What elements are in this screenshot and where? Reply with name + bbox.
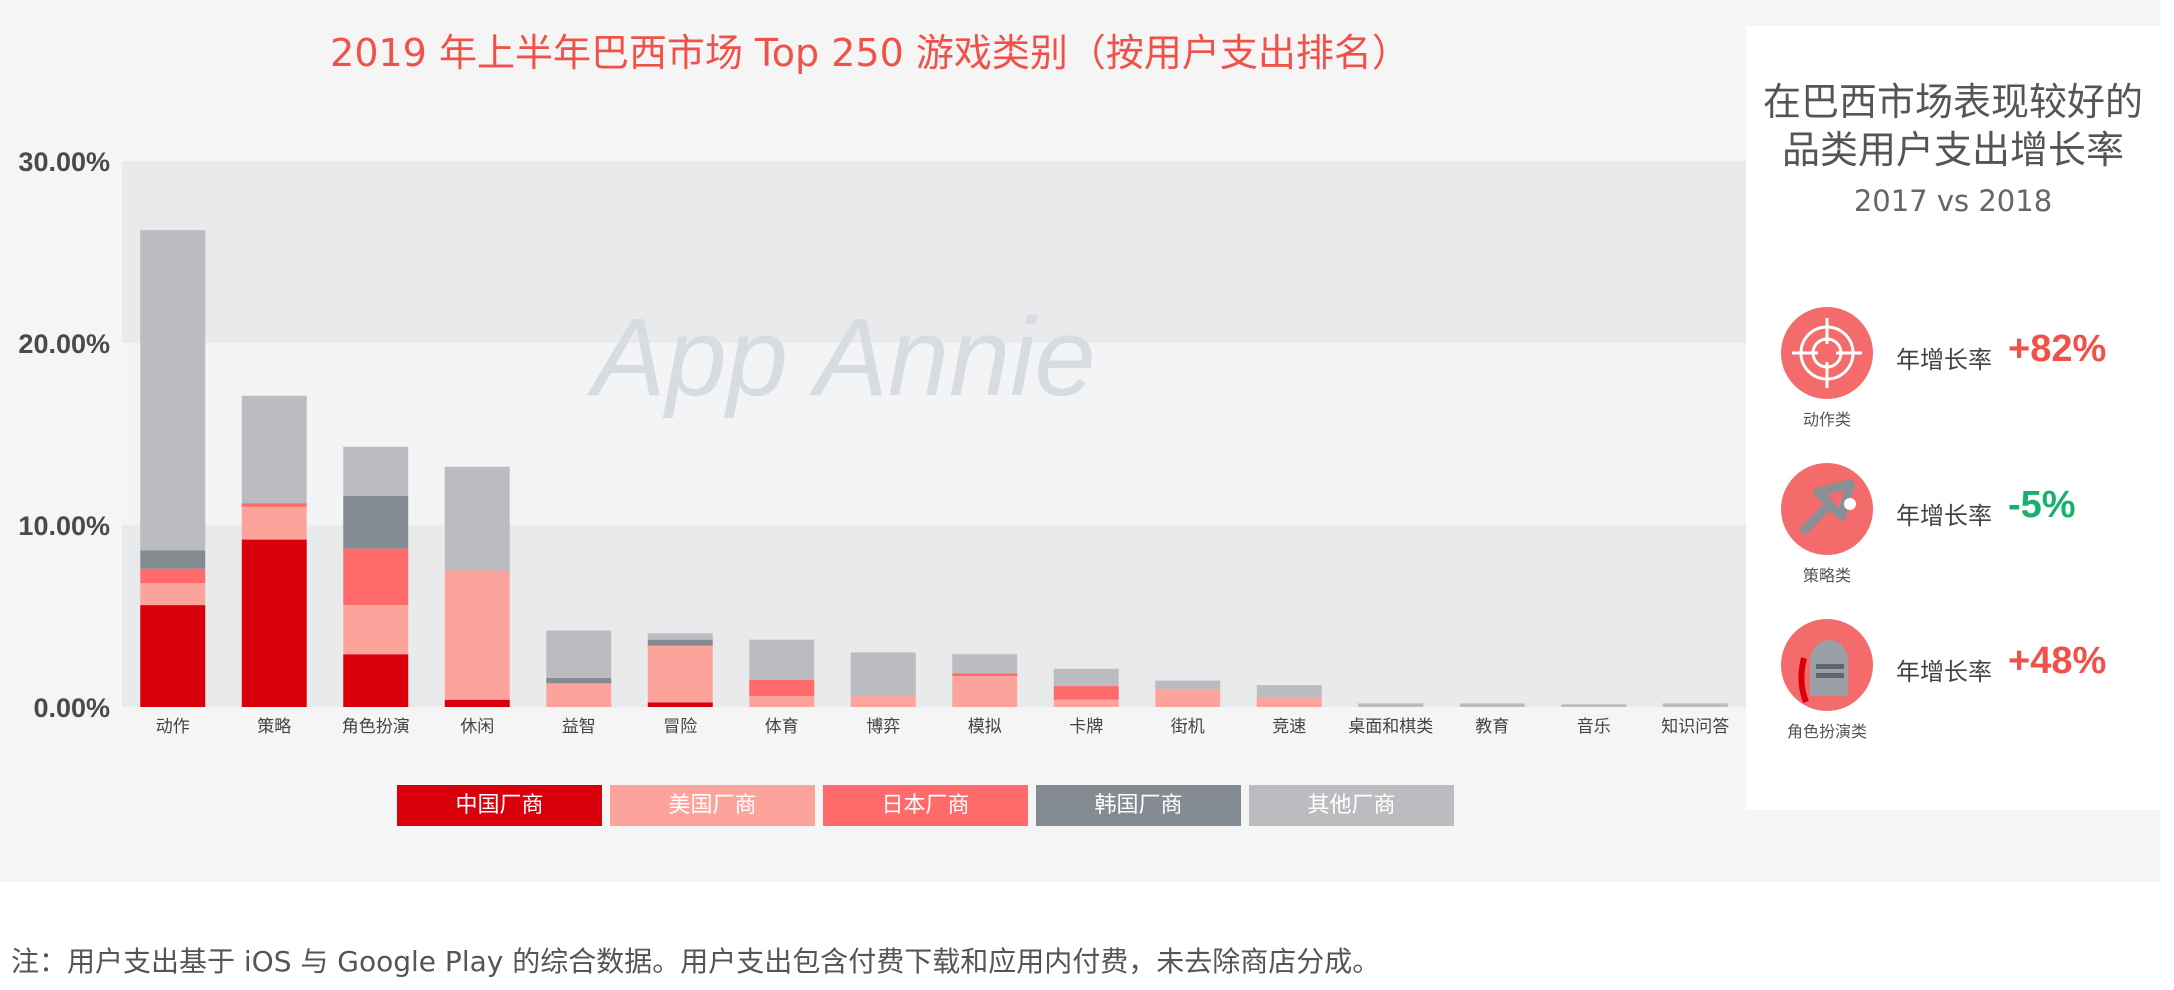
growth-stat-rpg: 角色扮演类 年增长率 +48%	[1746, 618, 2160, 748]
y-tick-label: 10.00%	[18, 511, 110, 541]
y-tick-label: 0.00%	[33, 693, 110, 723]
bar-segment	[241, 503, 307, 507]
bar-segment	[1358, 703, 1424, 707]
x-tick-label: 休闲	[460, 717, 494, 737]
bar-segment	[1662, 703, 1728, 707]
x-tick-label: 知识问答	[1661, 717, 1729, 737]
bar-segment	[850, 696, 916, 707]
growth-stat-value: +82%	[2008, 328, 2107, 370]
bar-segment	[241, 539, 307, 707]
knight-helmet-icon	[1781, 619, 1873, 711]
bar-segment	[140, 230, 206, 551]
growth-stat-value: +48%	[2008, 640, 2107, 682]
bar-segment	[343, 548, 409, 606]
bar-segment	[1155, 680, 1221, 689]
bar-segment	[546, 677, 612, 684]
x-tick-label: 竞速	[1272, 717, 1306, 737]
legend-item: 美国厂商	[610, 785, 815, 826]
legend-item: 日本厂商	[823, 785, 1028, 826]
crosshair-icon	[1781, 307, 1873, 399]
bar-segment	[1459, 703, 1525, 707]
footnote: 注：用户支出基于 iOS 与 Google Play 的综合数据。用户支出包含付…	[11, 945, 1381, 978]
x-tick-label: 桌面和棋类	[1348, 717, 1433, 737]
y-tick-label: 20.00%	[18, 329, 110, 359]
growth-stat-label: 年增长率	[1896, 658, 1992, 686]
bar-segment	[1256, 685, 1322, 698]
bar-segment	[749, 679, 815, 697]
bar-segment	[241, 395, 307, 504]
growth-card-subtitle: 2017 vs 2018	[1853, 184, 2053, 218]
bar-segment	[343, 446, 409, 496]
growth-stat-action: 动作类 年增长率 +82%	[1746, 306, 2160, 436]
x-tick-label: 卡牌	[1069, 717, 1103, 737]
grid-band	[122, 161, 1746, 343]
x-tick-label: 博弈	[866, 717, 900, 737]
bar-segment	[140, 568, 206, 584]
x-tick-label: 冒险	[663, 717, 697, 737]
bar-segment	[647, 633, 713, 640]
bar-segment	[546, 630, 612, 678]
legend-item: 其他厂商	[1249, 785, 1454, 826]
bar-segment	[444, 699, 510, 707]
legend-item: 韩国厂商	[1036, 785, 1241, 826]
bar-segment	[1053, 686, 1119, 700]
bar-segment	[952, 673, 1018, 677]
x-tick-label: 体育	[765, 717, 799, 737]
x-tick-label: 教育	[1475, 717, 1509, 737]
growth-card: 在巴西市场表现较好的 品类用户支出增长率 2017 vs 2018 动作类 年增…	[1746, 26, 2160, 810]
bar-segment	[1155, 688, 1221, 707]
bar-segment	[952, 654, 1018, 674]
bar-segment	[1053, 699, 1119, 707]
x-tick-label: 角色扮演	[342, 717, 410, 737]
y-tick-label: 30.00%	[18, 147, 110, 177]
growth-card-title-line2: 品类用户支出增长率	[1781, 128, 2124, 172]
bar-segment	[749, 696, 815, 707]
chart-title: 2019 年上半年巴西市场 Top 250 游戏类别（按用户支出排名）	[330, 31, 1410, 75]
x-tick-label: 街机	[1171, 717, 1205, 737]
bar-segment	[647, 702, 713, 707]
growth-stat-label: 年增长率	[1896, 502, 1992, 530]
bar-segment	[343, 495, 409, 549]
bar-segment	[647, 645, 713, 647]
x-tick-label: 动作	[156, 717, 190, 737]
legend-item: 中国厂商	[397, 785, 602, 826]
bar-segment	[1053, 668, 1119, 687]
bar-segment	[749, 639, 815, 680]
bar-segment	[140, 605, 206, 707]
bar-segment	[343, 605, 409, 655]
bar-segment	[546, 683, 612, 707]
chart-legend: 中国厂商 美国厂商 日本厂商 韩国厂商 其他厂商	[397, 785, 1454, 826]
bar-segment	[1256, 697, 1322, 707]
bar-segment	[140, 583, 206, 606]
x-tick-label: 策略	[257, 717, 291, 737]
growth-stat-category: 角色扮演类	[1786, 722, 1867, 741]
bar-segment	[241, 506, 307, 540]
growth-stat-value: -5%	[2008, 484, 2076, 526]
watermark: App Annie	[586, 296, 1096, 419]
growth-stat-label: 年增长率	[1896, 346, 1992, 374]
bar-segment	[647, 639, 713, 646]
growth-card-title: 在巴西市场表现较好的 品类用户支出增长率	[1746, 78, 2160, 174]
bar-segment	[850, 652, 916, 697]
bar-segment	[343, 654, 409, 707]
bar-segment	[444, 570, 510, 700]
growth-stat-category: 策略类	[1802, 566, 1851, 585]
bar-segment	[647, 646, 713, 703]
x-tick-label: 益智	[562, 717, 596, 737]
strategy-arrow-icon	[1781, 463, 1873, 555]
growth-stat-category: 动作类	[1802, 410, 1851, 429]
growth-stat-strategy: 策略类 年增长率 -5%	[1746, 462, 2160, 592]
bar-segment	[444, 466, 510, 571]
bar-segment	[1561, 704, 1627, 707]
growth-card-title-line1: 在巴西市场表现较好的	[1762, 80, 2143, 124]
x-tick-label: 模拟	[968, 717, 1002, 737]
bar-segment	[952, 676, 1018, 707]
x-tick-label: 音乐	[1577, 717, 1611, 737]
bar-chart: App Annie 0.00% 10.00% 20.00% 30.00% 动作 策略 角色扮演…	[18, 147, 1746, 737]
bar-segment	[140, 550, 206, 569]
